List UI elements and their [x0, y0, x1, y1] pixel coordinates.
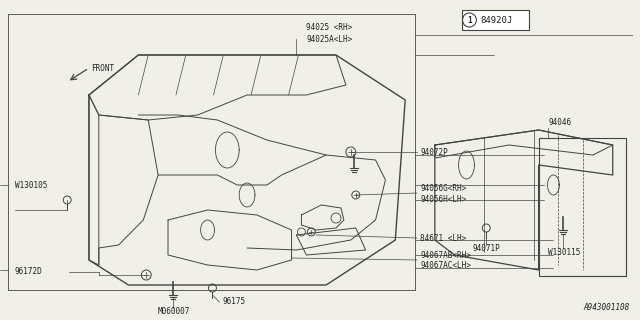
Text: FRONT: FRONT: [91, 63, 114, 73]
Text: 94046: 94046: [548, 117, 572, 126]
Text: 1: 1: [467, 15, 472, 25]
Text: 94056H<LH>: 94056H<LH>: [420, 195, 467, 204]
Bar: [539, 138, 625, 276]
Text: 94025A<LH>: 94025A<LH>: [307, 35, 353, 44]
Text: 94071P: 94071P: [472, 244, 500, 252]
Text: W130115: W130115: [548, 247, 581, 257]
Bar: [461, 10, 529, 30]
Text: 94072P: 94072P: [420, 148, 448, 156]
Text: 84920J: 84920J: [480, 15, 513, 25]
Text: 94056G<RH>: 94056G<RH>: [420, 183, 467, 193]
Text: 94067AC<LH>: 94067AC<LH>: [420, 260, 471, 269]
Text: 96175: 96175: [222, 298, 246, 307]
Text: 84671 <LH>: 84671 <LH>: [420, 234, 467, 243]
Text: 96172D: 96172D: [15, 268, 43, 276]
Text: 94025 <RH>: 94025 <RH>: [307, 22, 353, 31]
Text: M060007: M060007: [158, 308, 191, 316]
Text: W130105: W130105: [15, 180, 47, 189]
Text: 94067AB<RH>: 94067AB<RH>: [420, 251, 471, 260]
Text: A943001108: A943001108: [583, 303, 629, 313]
